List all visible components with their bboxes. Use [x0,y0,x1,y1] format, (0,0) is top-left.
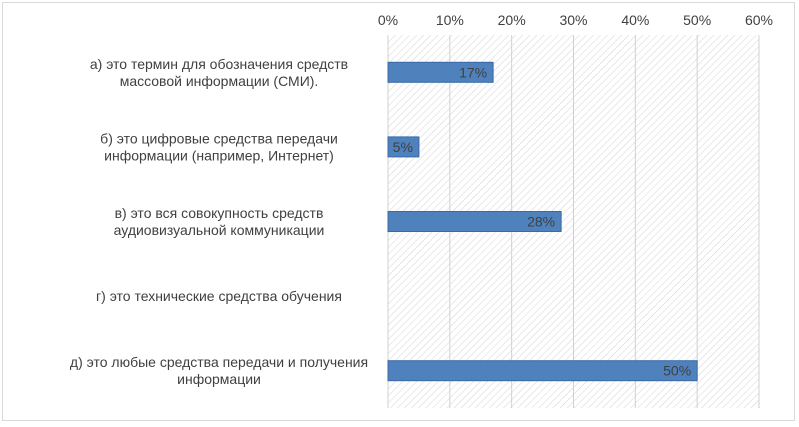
category-label: б) это цифровые средства передачи информа… [100,130,338,163]
category-label: в) это вся совокупность средств аудиовизу… [114,205,325,238]
category-label-line: аудиовизуальной коммуникации [114,222,325,238]
bar [387,61,494,83]
category-label: а) это термин для обозначения средств мас… [90,56,348,89]
x-tick-label: 0% [378,12,398,28]
x-tick-label: 20% [498,12,526,28]
data-label: 17% [459,64,487,80]
bars [387,61,698,382]
x-tick-label: 40% [621,12,649,28]
category-label-line: массовой информации (СМИ). [120,73,319,89]
data-label: 50% [663,363,691,379]
category-label-line: а) это термин для обозначения средств [90,56,348,72]
category-labels: а) это термин для обозначения средств мас… [70,56,368,387]
data-labels: 17% 5% 28% 50% [393,64,691,378]
x-tick-label: 30% [559,12,587,28]
category-label-line: д) это любые средства передачи и получен… [70,354,368,370]
bar-chart: 0% 10% 20% 30% 40% 50% 60% а) это термин для о… [70,12,773,408]
x-tick-label: 50% [683,12,711,28]
chart-frame: 0% 10% 20% 30% 40% 50% 60% а) это термин для о… [2,2,795,421]
x-tick-label: 10% [436,12,464,28]
bar [387,360,698,382]
bar [387,211,562,232]
category-label-line: в) это вся совокупность средств [115,205,324,221]
category-label-line: б) это цифровые средства передачи [100,130,338,146]
category-label: д) это любые средства передачи и получен… [70,354,368,387]
category-label-line: г) это технические средства обучения [96,288,342,304]
data-label: 28% [527,214,555,230]
category-label-line: информации [177,371,261,387]
category-label: г) это технические средства обучения [96,288,342,304]
data-label: 5% [393,139,413,155]
x-tick-label: 60% [745,12,773,28]
bar [387,136,420,158]
x-axis-ticks: 0% 10% 20% 30% 40% 50% 60% [378,12,773,28]
category-label-line: информации (например, Интернет) [104,147,334,163]
